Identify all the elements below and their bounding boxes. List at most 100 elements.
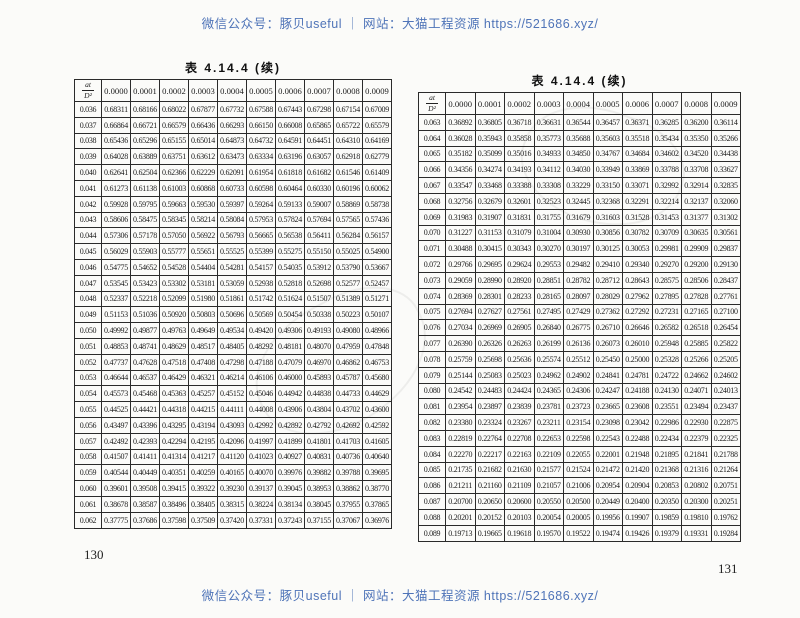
table-cell: 0.20201 bbox=[445, 508, 476, 526]
table-cell: 0.47959 bbox=[333, 337, 363, 355]
table-cell: 0.35603 bbox=[592, 129, 623, 147]
table-cell: 0.34030 bbox=[563, 161, 594, 179]
table-row: 0.078 0.25759 0.25698 0.25636 0.25574 0.25512… bbox=[418, 350, 741, 368]
table-cell: 0.65296 bbox=[130, 132, 160, 150]
table-cell: 0.19522 bbox=[563, 524, 594, 542]
table-cell: 0.23154 bbox=[563, 414, 594, 431]
table-cell: 0.41997 bbox=[246, 432, 276, 450]
table-cell: 0.68311 bbox=[101, 101, 131, 118]
table-cell: 0.40351 bbox=[159, 464, 189, 482]
table-cell: 0.53423 bbox=[130, 274, 160, 292]
table-cell: 0.23437 bbox=[710, 398, 741, 416]
table-cell: 0.48966 bbox=[362, 322, 392, 339]
table-cell: 0.37067 bbox=[333, 511, 363, 529]
table-cell: 0.48405 bbox=[217, 337, 247, 355]
row-label: 0.051 bbox=[74, 337, 102, 355]
table-cell: 0.41801 bbox=[304, 432, 334, 450]
page-number-left: 130 bbox=[84, 547, 104, 562]
corner-cell: at D² bbox=[418, 92, 446, 115]
table-cell: 0.24722 bbox=[651, 366, 682, 384]
row-label: 0.037 bbox=[74, 116, 102, 134]
table-cell: 0.43497 bbox=[101, 416, 131, 434]
table-cell: 0.52577 bbox=[333, 274, 363, 292]
table-cell: 0.64591 bbox=[275, 132, 305, 150]
table-cell: 0.23665 bbox=[592, 398, 623, 416]
table-cell: 0.66293 bbox=[217, 116, 247, 134]
row-label: 0.055 bbox=[74, 401, 102, 418]
row-label: 0.072 bbox=[418, 256, 446, 273]
table-cell: 0.46537 bbox=[130, 369, 160, 387]
table-cell: 0.26390 bbox=[445, 335, 476, 352]
row-label: 0.062 bbox=[74, 511, 102, 529]
table-cell: 0.21368 bbox=[651, 461, 682, 479]
table-cell: 0.53790 bbox=[333, 258, 363, 276]
table-cell: 0.19713 bbox=[445, 524, 476, 542]
table-cell: 0.56538 bbox=[275, 227, 305, 245]
table-cell: 0.31453 bbox=[651, 208, 682, 226]
table-cell: 0.39045 bbox=[275, 480, 305, 497]
table-cell: 0.44318 bbox=[159, 401, 189, 418]
table-cell: 0.55150 bbox=[304, 243, 334, 260]
row-label: 0.071 bbox=[418, 240, 446, 258]
table-cell: 0.59928 bbox=[101, 195, 131, 213]
header-row: at D² 0.0000 0.0001 0.0002 0.0003 0.0004 0.00… bbox=[418, 92, 741, 115]
table-row: 0.044 0.57306 0.57178 0.57050 0.56922 0.56793… bbox=[74, 227, 392, 245]
table-cell: 0.38862 bbox=[333, 480, 363, 497]
table-cell: 0.64028 bbox=[101, 148, 131, 166]
table-cell: 0.27895 bbox=[651, 287, 682, 305]
column-header: 0.0003 bbox=[188, 79, 218, 102]
table-cell: 0.55399 bbox=[246, 243, 276, 260]
table-cell: 0.62091 bbox=[217, 164, 247, 181]
table-cell: 0.24424 bbox=[504, 382, 535, 400]
table-cell: 0.48629 bbox=[159, 337, 189, 355]
table-cell: 0.36457 bbox=[592, 114, 623, 131]
row-label: 0.036 bbox=[74, 101, 102, 118]
table-cell: 0.24483 bbox=[474, 382, 505, 400]
table-cell: 0.19907 bbox=[622, 508, 653, 526]
table-cell: 0.21948 bbox=[622, 445, 653, 463]
table-cell: 0.55025 bbox=[333, 243, 363, 260]
table-row: 0.076 0.27034 0.26969 0.26905 0.26840 0.26775… bbox=[418, 319, 741, 337]
table-cell: 0.58475 bbox=[130, 211, 160, 229]
table-cell: 0.39322 bbox=[188, 480, 218, 497]
table-cell: 0.28301 bbox=[474, 287, 505, 305]
left-page-table-block: 表 4.14.4 (续) at D² 0.0000 0.0001 0.0002 0.0… bbox=[74, 59, 392, 529]
table-cell: 0.44421 bbox=[130, 401, 160, 418]
table-cell: 0.34274 bbox=[474, 161, 505, 179]
table-cell: 0.22270 bbox=[445, 445, 476, 463]
table-cell: 0.51036 bbox=[130, 306, 160, 324]
table-cell: 0.46862 bbox=[333, 353, 363, 371]
table-cell: 0.32992 bbox=[651, 177, 682, 194]
table-cell: 0.24542 bbox=[445, 382, 476, 400]
table-cell: 0.36631 bbox=[533, 114, 564, 131]
row-label: 0.049 bbox=[74, 306, 102, 324]
table-cell: 0.53059 bbox=[217, 274, 247, 292]
table-cell: 0.56029 bbox=[101, 243, 131, 260]
table-cell: 0.59007 bbox=[304, 195, 334, 213]
table-cell: 0.46753 bbox=[362, 353, 392, 371]
table-row: 0.081 0.23954 0.23897 0.23839 0.23781 0.23723… bbox=[418, 398, 741, 416]
table-cell: 0.32601 bbox=[504, 192, 535, 210]
table-row: 0.039 0.64028 0.63889 0.63751 0.63612 0.63473… bbox=[74, 148, 392, 166]
table-cell: 0.40544 bbox=[101, 464, 131, 482]
table-cell: 0.28851 bbox=[533, 271, 564, 289]
table-cell: 0.45787 bbox=[333, 369, 363, 387]
table-cell: 0.28712 bbox=[592, 271, 623, 289]
table-cell: 0.50107 bbox=[362, 306, 392, 324]
table-cell: 0.51153 bbox=[101, 306, 131, 324]
table-cell: 0.28575 bbox=[651, 271, 682, 289]
row-label: 0.068 bbox=[418, 192, 446, 210]
table-cell: 0.28369 bbox=[445, 287, 476, 305]
table-title: 表 4.14.4 (续) bbox=[531, 74, 628, 88]
table-cell: 0.26905 bbox=[504, 319, 535, 337]
table-cell: 0.21841 bbox=[681, 445, 712, 463]
table-cell: 0.38496 bbox=[159, 495, 189, 513]
row-label: 0.065 bbox=[418, 145, 446, 163]
table-cell: 0.27962 bbox=[622, 287, 653, 305]
table-row: 0.059 0.40544 0.40449 0.40351 0.40259 0.40165… bbox=[74, 464, 392, 482]
table-cell: 0.54404 bbox=[188, 258, 218, 276]
table-cell: 0.57306 bbox=[101, 227, 131, 245]
table-cell: 0.32679 bbox=[474, 192, 505, 210]
table-cell: 0.38134 bbox=[275, 495, 305, 513]
table-cell: 0.36028 bbox=[445, 129, 476, 147]
